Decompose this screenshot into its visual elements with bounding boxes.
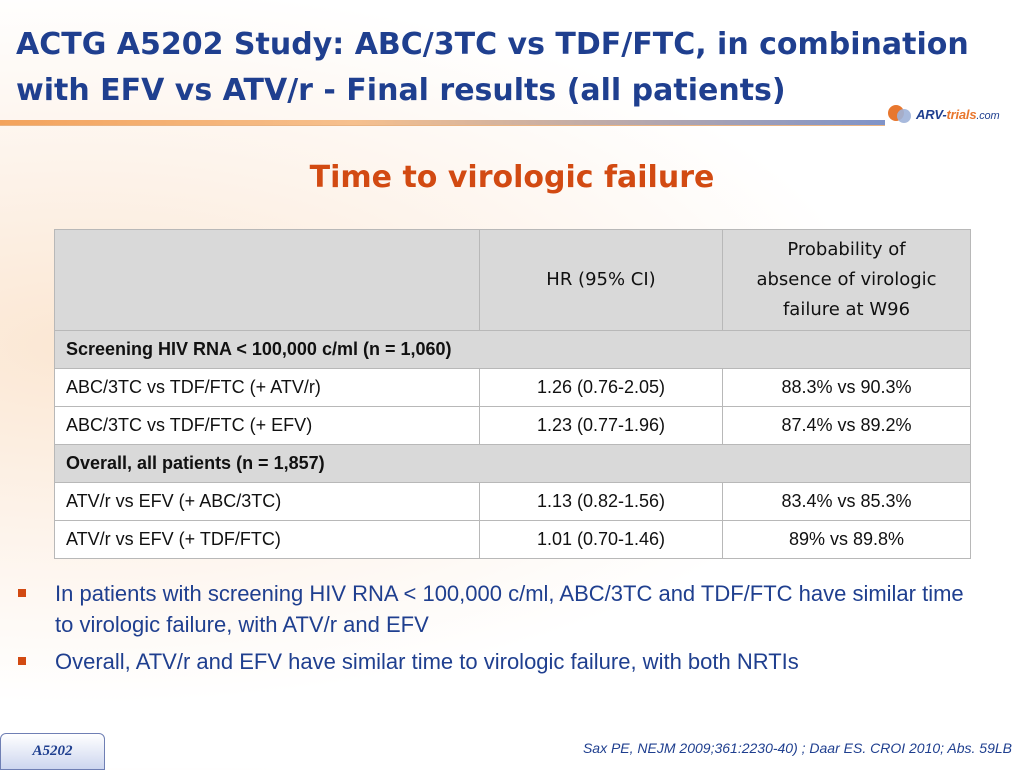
bullet-list: In patients with screening HIV RNA < 100… bbox=[16, 578, 976, 683]
cell-comparison: ATV/r vs EFV (+ TDF/FTC) bbox=[54, 520, 480, 559]
logo-bubbles-icon bbox=[888, 103, 914, 125]
arv-trials-logo: ARV-trials.com bbox=[888, 100, 1018, 128]
section-label: Screening HIV RNA < 100,000 c/ml (n = 1,… bbox=[54, 330, 971, 369]
table-row: ATV/r vs EFV (+ TDF/FTC) 1.01 (0.70-1.46… bbox=[54, 520, 971, 559]
title-divider bbox=[0, 120, 885, 126]
bullet-item: Overall, ATV/r and EFV have similar time… bbox=[16, 646, 976, 677]
bullet-text: Overall, ATV/r and EFV have similar time… bbox=[55, 649, 799, 674]
cell-comparison: ABC/3TC vs TDF/FTC (+ ATV/r) bbox=[54, 368, 480, 407]
header-hr: HR (95% CI) bbox=[479, 229, 723, 331]
cell-comparison: ABC/3TC vs TDF/FTC (+ EFV) bbox=[54, 406, 480, 445]
table-row: ABC/3TC vs TDF/FTC (+ EFV) 1.23 (0.77-1.… bbox=[54, 406, 971, 445]
logo-text: ARV-trials.com bbox=[916, 106, 1000, 122]
bullet-item: In patients with screening HIV RNA < 100… bbox=[16, 578, 976, 640]
square-bullet-icon bbox=[18, 657, 26, 665]
table-header-row: HR (95% CI) Probability of absence of vi… bbox=[54, 229, 971, 331]
cell-probability: 87.4% vs 89.2% bbox=[722, 406, 971, 445]
cell-hr: 1.23 (0.77-1.96) bbox=[479, 406, 723, 445]
table-row: ATV/r vs EFV (+ ABC/3TC) 1.13 (0.82-1.56… bbox=[54, 482, 971, 521]
cell-probability: 83.4% vs 85.3% bbox=[722, 482, 971, 521]
slide-title-line-1: ACTG A5202 Study: ABC/3TC vs TDF/FTC, in… bbox=[16, 27, 969, 62]
slide-title: ACTG A5202 Study: ABC/3TC vs TDF/FTC, in… bbox=[16, 22, 976, 114]
header-probability: Probability of absence of virologic fail… bbox=[722, 229, 971, 331]
section-row-screening: Screening HIV RNA < 100,000 c/ml (n = 1,… bbox=[54, 330, 971, 369]
results-table: HR (95% CI) Probability of absence of vi… bbox=[54, 229, 971, 559]
square-bullet-icon bbox=[18, 589, 26, 597]
study-tag: A5202 bbox=[0, 733, 105, 770]
reference-citation: Sax PE, NEJM 2009;361:2230-40) ; Daar ES… bbox=[582, 740, 1012, 756]
cell-probability: 89% vs 89.8% bbox=[722, 520, 971, 559]
bullet-text: In patients with screening HIV RNA < 100… bbox=[55, 581, 964, 637]
cell-hr: 1.26 (0.76-2.05) bbox=[479, 368, 723, 407]
cell-comparison: ATV/r vs EFV (+ ABC/3TC) bbox=[54, 482, 480, 521]
cell-hr: 1.13 (0.82-1.56) bbox=[479, 482, 723, 521]
section-row-overall: Overall, all patients (n = 1,857) bbox=[54, 444, 971, 483]
section-label: Overall, all patients (n = 1,857) bbox=[54, 444, 971, 483]
slide-title-line-2: with EFV vs ATV/r - Final results (all p… bbox=[16, 73, 786, 108]
table-row: ABC/3TC vs TDF/FTC (+ ATV/r) 1.26 (0.76-… bbox=[54, 368, 971, 407]
cell-hr: 1.01 (0.70-1.46) bbox=[479, 520, 723, 559]
section-title: Time to virologic failure bbox=[309, 160, 715, 195]
cell-probability: 88.3% vs 90.3% bbox=[722, 368, 971, 407]
header-comparison bbox=[54, 229, 480, 331]
